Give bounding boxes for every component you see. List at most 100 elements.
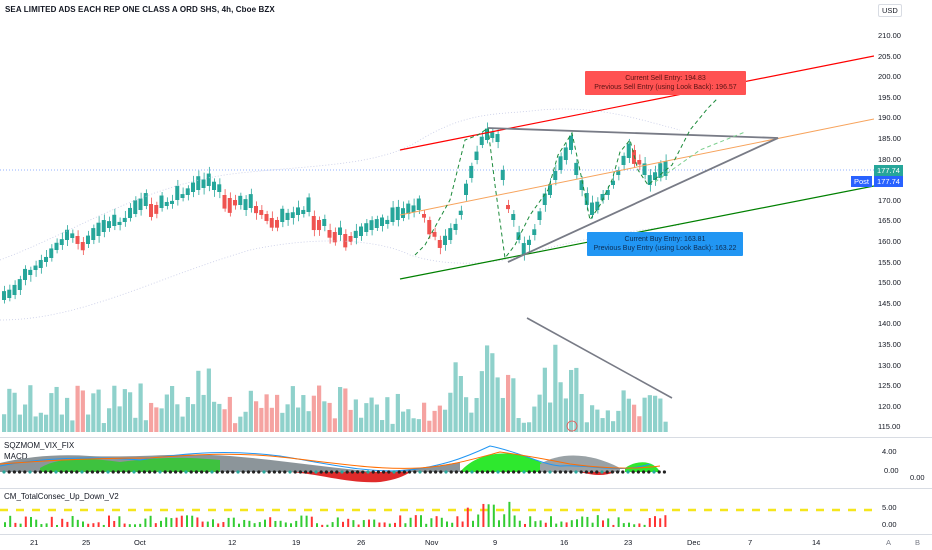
- price-chart[interactable]: [0, 0, 874, 437]
- candle: [579, 180, 584, 190]
- currency-label[interactable]: USD: [878, 4, 902, 17]
- cm-bar: [378, 522, 381, 527]
- volume-bar: [600, 418, 605, 432]
- cm-bar: [134, 524, 136, 527]
- squeeze-dot: [288, 470, 292, 474]
- candle: [49, 248, 54, 258]
- time-label: 9: [493, 538, 498, 547]
- time-label: 16: [560, 538, 569, 547]
- candle: [364, 223, 369, 232]
- cm-tick-top: 5.00: [882, 503, 897, 512]
- scale-b-button[interactable]: B: [915, 538, 921, 547]
- volume-bar: [359, 417, 364, 432]
- candle: [584, 193, 589, 205]
- candle: [647, 175, 652, 185]
- buy-entry-current: Current Buy Entry: 163.81: [624, 236, 706, 243]
- volume-bar: [23, 404, 28, 432]
- scale-a-button[interactable]: A: [886, 538, 892, 547]
- price-tick: 190.00: [878, 113, 901, 123]
- cm-bar: [560, 521, 563, 527]
- volume-bar: [332, 418, 337, 432]
- squeeze-dot: [283, 470, 287, 474]
- candle: [12, 284, 17, 295]
- time-label: Oct: [134, 538, 146, 547]
- last-price-badge: 177.74: [874, 165, 903, 176]
- candle: [222, 195, 227, 209]
- squeeze-dot: [12, 470, 16, 474]
- candle: [248, 194, 253, 208]
- macd-label[interactable]: MACD: [4, 452, 28, 461]
- candle: [280, 208, 285, 222]
- cm-bar: [305, 515, 308, 527]
- event-icon: [566, 420, 578, 432]
- squeeze-dot: [64, 470, 68, 474]
- volume-bar: [112, 385, 117, 432]
- candle: [658, 163, 663, 178]
- volume-bar: [217, 403, 222, 432]
- squeeze-dot: [70, 470, 74, 474]
- squeeze-dot: [101, 470, 105, 474]
- volume-bar: [164, 394, 169, 432]
- sqzmom-chart[interactable]: [0, 438, 874, 488]
- squeeze-dot: [527, 470, 531, 474]
- squeeze-dot: [647, 470, 651, 474]
- squeeze-dot: [428, 470, 432, 474]
- cm-bar: [539, 520, 542, 527]
- price-tick: 155.00: [878, 257, 901, 267]
- volume-bar: [590, 405, 595, 432]
- candle: [133, 200, 138, 214]
- cm-bar: [113, 520, 116, 527]
- cm-bar: [430, 518, 433, 527]
- volume-bar: [311, 395, 316, 432]
- cm-bar: [576, 519, 578, 527]
- squeeze-dot: [413, 470, 417, 474]
- squeeze-dot: [205, 470, 209, 474]
- candle: [196, 176, 201, 190]
- pane-separator-1[interactable]: [0, 437, 932, 438]
- squeeze-dot: [590, 470, 594, 474]
- squeeze-dot: [486, 470, 490, 474]
- cm-bar: [451, 522, 454, 527]
- candle: [175, 185, 180, 200]
- cm-bar: [420, 515, 422, 527]
- candle: [390, 207, 395, 222]
- candle: [227, 198, 232, 213]
- volume-bar: [33, 416, 38, 432]
- price-tick: 210.00: [878, 31, 901, 40]
- squeeze-dot: [642, 470, 646, 474]
- candle: [206, 173, 211, 186]
- candle: [653, 172, 657, 180]
- price-tick: 165.00: [878, 216, 901, 226]
- time-label: 25: [82, 538, 91, 547]
- volume-bar: [101, 423, 106, 432]
- squeeze-dot: [569, 470, 573, 474]
- volume-bar: [28, 385, 33, 432]
- candle: [537, 211, 542, 220]
- squeeze-dot: [293, 470, 297, 474]
- cm-bar: [503, 514, 506, 527]
- volume-bar: [353, 399, 358, 432]
- candle: [332, 232, 337, 243]
- squeeze-dot: [314, 470, 318, 474]
- volume-bar: [233, 423, 238, 432]
- cm-bar: [123, 523, 126, 527]
- cm-bar: [570, 520, 573, 527]
- cm-bar: [321, 524, 324, 527]
- price-tick: 115.00: [878, 422, 901, 432]
- cm-bar: [622, 523, 625, 527]
- volume-bar: [616, 410, 621, 432]
- cm-bar: [30, 516, 32, 527]
- squeeze-dot: [158, 470, 162, 474]
- cm-bar: [373, 519, 376, 527]
- time-label: 23: [624, 538, 633, 547]
- cm-bar: [108, 515, 110, 527]
- pane-separator-2[interactable]: [0, 488, 932, 489]
- cm-label[interactable]: CM_TotalConsec_Up_Down_V2: [4, 492, 119, 501]
- candle: [563, 147, 568, 160]
- volume-bar: [647, 395, 652, 432]
- volume-bar: [390, 423, 395, 432]
- sqzmom-label[interactable]: SQZMOM_VIX_FIX: [4, 441, 75, 450]
- volume-bar: [469, 412, 474, 432]
- cm-chart[interactable]: [0, 489, 874, 533]
- cm-bar: [227, 517, 230, 527]
